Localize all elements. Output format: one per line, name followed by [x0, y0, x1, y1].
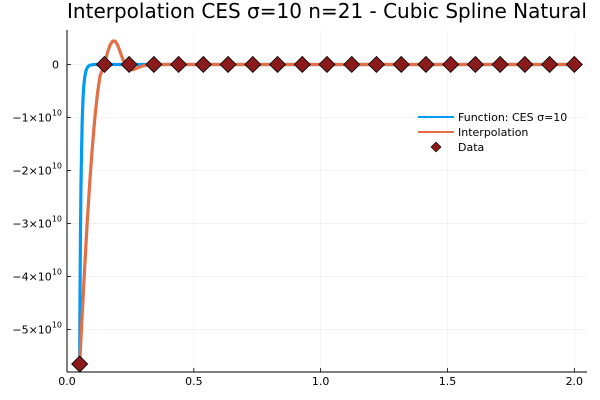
data-point-0: [71, 355, 89, 373]
x-tick-label-2: 1.0: [312, 375, 330, 388]
series-layer: [71, 39, 583, 373]
data-point-18: [516, 55, 534, 74]
data-point-5: [194, 55, 212, 74]
legend-label-0: Function: CES σ=10: [458, 111, 567, 124]
x-tick-label-3: 1.5: [439, 375, 457, 388]
data-point-15: [442, 55, 460, 74]
x-tick-label-1: 0.5: [185, 375, 203, 388]
data-point-16: [466, 55, 484, 74]
axes-layer: [66, 30, 587, 373]
series-line-function: [78, 62, 575, 365]
legend-swatch-2: [430, 141, 442, 153]
x-tick-label-4: 2.0: [566, 375, 584, 388]
y-tick-label-2: −2×1010: [12, 162, 62, 178]
data-point-19: [541, 55, 559, 74]
series-line-interpolation: [78, 39, 575, 365]
data-point-4: [170, 55, 188, 74]
data-point-2: [120, 55, 138, 74]
data-point-3: [145, 55, 163, 74]
x-tick-label-0: 0.0: [58, 375, 76, 388]
legend: Function: CES σ=10 Interpolation Data: [418, 111, 567, 154]
y-tick-label-5: −5×1010: [12, 321, 62, 337]
y-tick-label-4: −4×1010: [12, 268, 62, 284]
grid-layer: [66, 30, 587, 372]
y-tick-label-3: −3×1010: [12, 215, 62, 231]
data-point-20: [565, 55, 583, 74]
data-point-11: [343, 55, 361, 74]
legend-label-2: Data: [458, 141, 484, 154]
chart-title: Interpolation CES σ=10 n=21 - Cubic Spli…: [67, 0, 587, 23]
data-point-1: [95, 55, 113, 74]
legend-label-1: Interpolation: [458, 126, 528, 139]
data-point-8: [268, 55, 287, 74]
data-point-10: [318, 55, 336, 74]
data-point-14: [417, 55, 435, 74]
y-tick-label-1: −1×1010: [12, 108, 62, 124]
data-point-13: [392, 55, 410, 74]
y-tick-label-0: 0: [52, 58, 59, 71]
ticks-layer: 0.0 0.5 1.0 1.5 2.0 0 −1×1010 −2×1010 −3×1010 −4×…: [12, 58, 583, 388]
data-point-9: [293, 55, 311, 74]
data-point-17: [491, 55, 509, 74]
data-point-6: [219, 55, 237, 74]
data-point-7: [244, 55, 262, 74]
data-point-12: [367, 55, 386, 74]
